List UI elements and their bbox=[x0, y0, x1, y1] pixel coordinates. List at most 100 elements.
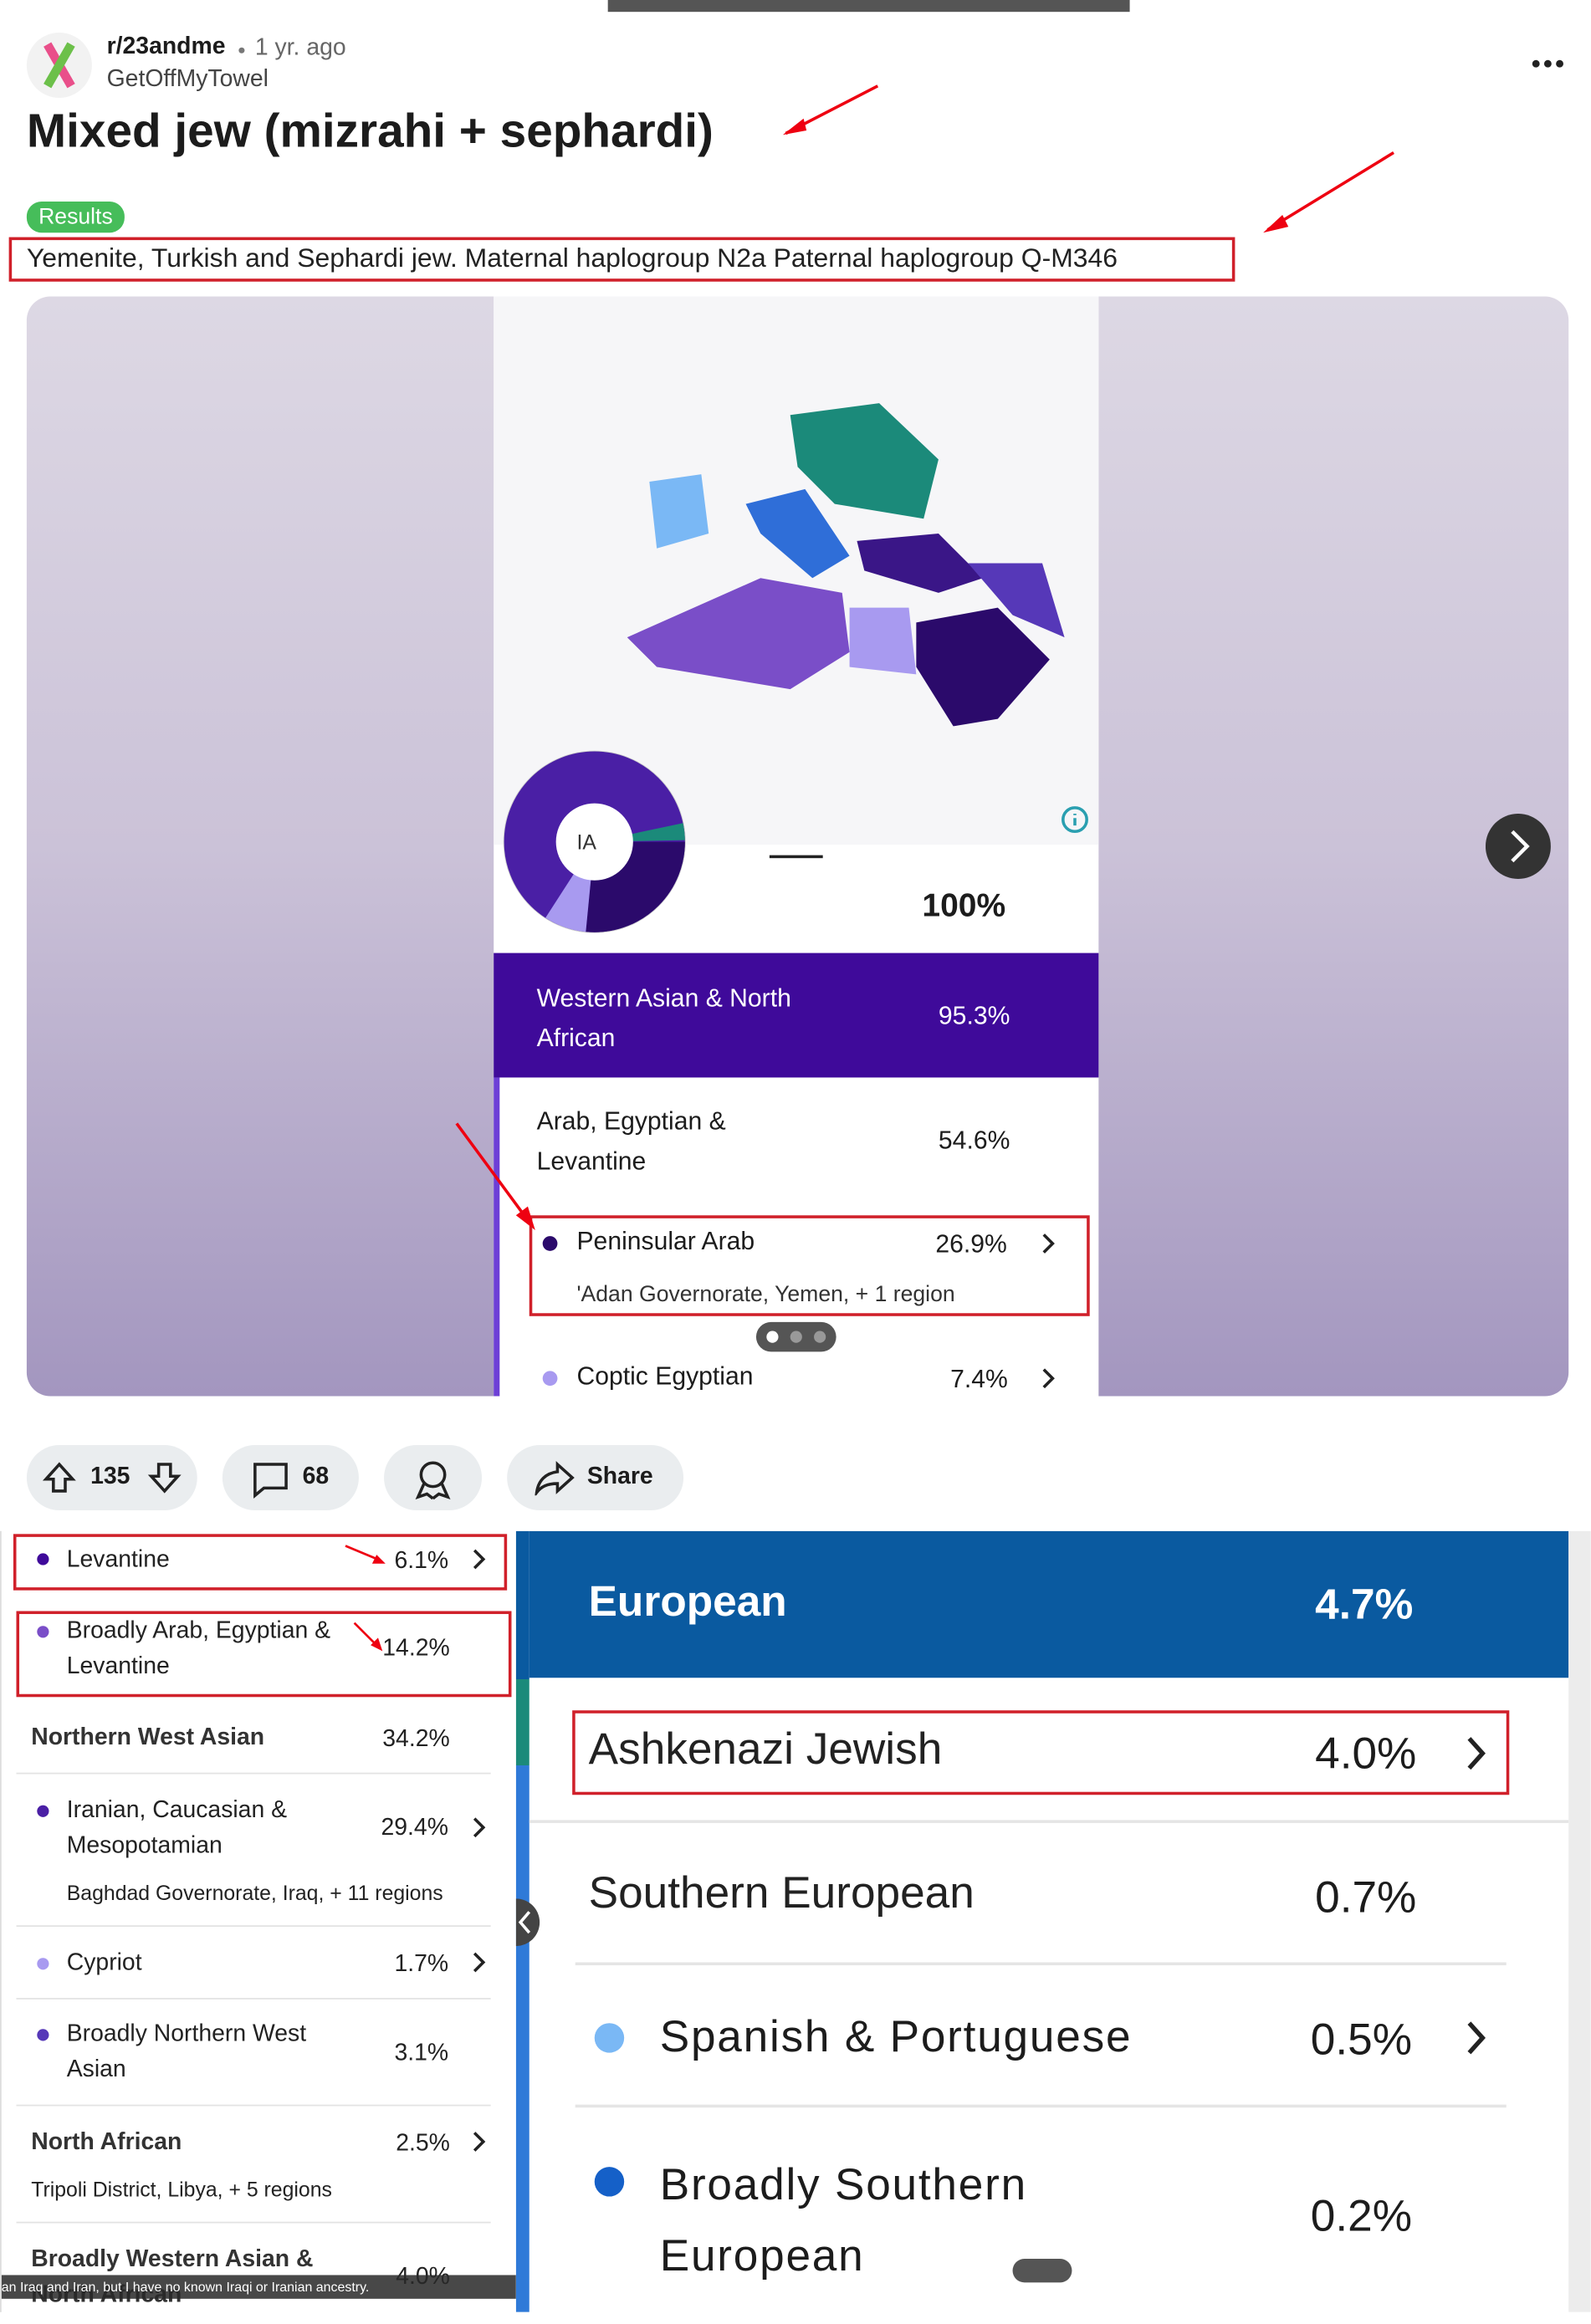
row-name[interactable]: Peninsular Arab bbox=[576, 1227, 755, 1256]
chevron[interactable] bbox=[470, 1814, 488, 1841]
prev-button[interactable] bbox=[515, 1898, 552, 1947]
donut-label: IA bbox=[576, 830, 596, 854]
logo bbox=[43, 42, 75, 89]
author[interactable]: GetOffMyTowel bbox=[106, 66, 269, 92]
group-value: 2.5% bbox=[396, 2131, 450, 2157]
annotation-arrow bbox=[1263, 151, 1394, 233]
next-button[interactable] bbox=[1485, 813, 1551, 879]
dot bbox=[37, 1958, 49, 1970]
chevron[interactable] bbox=[1039, 1230, 1056, 1257]
shape bbox=[253, 1463, 288, 1499]
separator bbox=[16, 2221, 491, 2224]
shape bbox=[371, 1637, 383, 1652]
row-value: 3.1% bbox=[394, 2041, 449, 2066]
caption: an Iraq and Iran, but I have no known Ir… bbox=[1, 2275, 518, 2299]
image-carousel: IA 100% Western Asian & North African 95… bbox=[26, 296, 1569, 1397]
chevron[interactable] bbox=[1465, 1734, 1488, 1773]
shape bbox=[745, 488, 850, 579]
highlight-box bbox=[529, 1215, 1090, 1316]
shape bbox=[535, 1461, 575, 1496]
chevron[interactable] bbox=[1039, 1365, 1056, 1392]
row-name[interactable]: Cypriot bbox=[66, 1950, 142, 1976]
vote-bar: 135 bbox=[26, 1444, 197, 1510]
annotation-arrow bbox=[782, 84, 879, 135]
shape bbox=[473, 1817, 486, 1838]
shape bbox=[1556, 59, 1563, 68]
dot bbox=[766, 1331, 779, 1343]
shape bbox=[515, 1206, 535, 1231]
shape bbox=[1062, 806, 1088, 834]
row-value: 1.7% bbox=[394, 1952, 449, 1978]
row-value: 0.5% bbox=[1310, 2015, 1413, 2065]
chevron[interactable] bbox=[1465, 2019, 1488, 2057]
shape bbox=[515, 1898, 540, 1947]
shape bbox=[1568, 1530, 1591, 2312]
row-value: 4.0% bbox=[1315, 1729, 1417, 1779]
chevron[interactable] bbox=[470, 1546, 488, 1573]
subcategory-value: 0.7% bbox=[1315, 1873, 1417, 1923]
right-screenshot: European 4.7% Ashkenazi Jewish 4.0% Sout… bbox=[515, 1530, 1591, 2312]
shape bbox=[1263, 214, 1289, 233]
chevron[interactable] bbox=[470, 2128, 488, 2155]
comments-button[interactable]: 68 bbox=[222, 1444, 359, 1510]
handle bbox=[769, 855, 823, 859]
vote-count: 135 bbox=[90, 1464, 130, 1490]
subreddit-icon[interactable] bbox=[26, 32, 92, 98]
shape bbox=[849, 607, 917, 675]
row-name: Broadly Northern West Asian bbox=[66, 2021, 307, 2083]
separator bbox=[16, 1925, 491, 1927]
info-icon[interactable] bbox=[1060, 804, 1089, 834]
subcategory-value: 54.6% bbox=[938, 1126, 1010, 1155]
shape bbox=[473, 2132, 486, 2152]
screenshot: IA 100% Western Asian & North African 95… bbox=[494, 296, 1099, 1397]
upvote[interactable] bbox=[42, 1460, 78, 1496]
shape bbox=[43, 42, 75, 89]
shape bbox=[415, 1483, 451, 1500]
row-value: 14.2% bbox=[382, 1636, 450, 1662]
row-name[interactable]: Coptic Egyptian bbox=[576, 1361, 754, 1391]
shape bbox=[419, 1461, 447, 1489]
post-title: Mixed jew (mizrahi + sephardi) bbox=[26, 104, 714, 157]
indent-line bbox=[494, 1077, 500, 1397]
shape bbox=[1511, 830, 1530, 863]
shape bbox=[916, 607, 1050, 727]
share-button[interactable]: Share bbox=[507, 1444, 684, 1510]
row-value: 29.4% bbox=[381, 1816, 448, 1841]
left-screenshot: Levantine 6.1% Broadly Arab, Egyptian & … bbox=[0, 1530, 518, 2312]
row-name[interactable]: Ashkenazi Jewish bbox=[588, 1724, 943, 1775]
group-value: 34.2% bbox=[382, 1726, 450, 1752]
dot bbox=[37, 1626, 49, 1638]
shape bbox=[575, 1962, 1507, 1966]
chevron[interactable] bbox=[470, 1949, 488, 1976]
group-name: Northern West Asian bbox=[31, 1724, 265, 1751]
pager bbox=[755, 1321, 836, 1352]
downvote[interactable] bbox=[146, 1460, 182, 1496]
row-name[interactable]: Iranian, Caucasian & Mesopotamian bbox=[66, 1797, 288, 1859]
row-name: Broadly Southern European bbox=[659, 2161, 1027, 2281]
dot bbox=[37, 1805, 49, 1817]
shape bbox=[1543, 59, 1552, 68]
highlight-box bbox=[572, 1710, 1510, 1795]
row-name[interactable]: Levantine bbox=[66, 1547, 170, 1573]
category-value: 4.7% bbox=[1315, 1581, 1414, 1629]
shape bbox=[473, 1952, 486, 1973]
separator bbox=[16, 1998, 491, 2000]
highlight-box bbox=[8, 237, 1235, 282]
highlight-box bbox=[16, 1611, 512, 1698]
shape bbox=[1532, 59, 1540, 68]
group-name[interactable]: North African bbox=[31, 2129, 182, 2155]
subreddit[interactable]: r/23andme bbox=[106, 33, 226, 59]
row-name: Broadly Arab, Egyptian & Levantine bbox=[66, 1618, 331, 1680]
row-name[interactable]: Spanish & Portuguese bbox=[659, 2012, 1133, 2062]
separator bbox=[16, 1772, 491, 1775]
share-label: Share bbox=[586, 1464, 653, 1490]
dot bbox=[37, 2029, 49, 2041]
flair: Results bbox=[26, 202, 125, 233]
comment-count: 68 bbox=[302, 1464, 330, 1490]
comment-icon bbox=[253, 1463, 288, 1499]
share-icon bbox=[535, 1461, 575, 1496]
top-bar bbox=[607, 0, 1130, 13]
more-menu[interactable] bbox=[1530, 56, 1568, 71]
award-button[interactable] bbox=[384, 1444, 483, 1510]
category-name: Western Asian & North African bbox=[536, 983, 791, 1053]
